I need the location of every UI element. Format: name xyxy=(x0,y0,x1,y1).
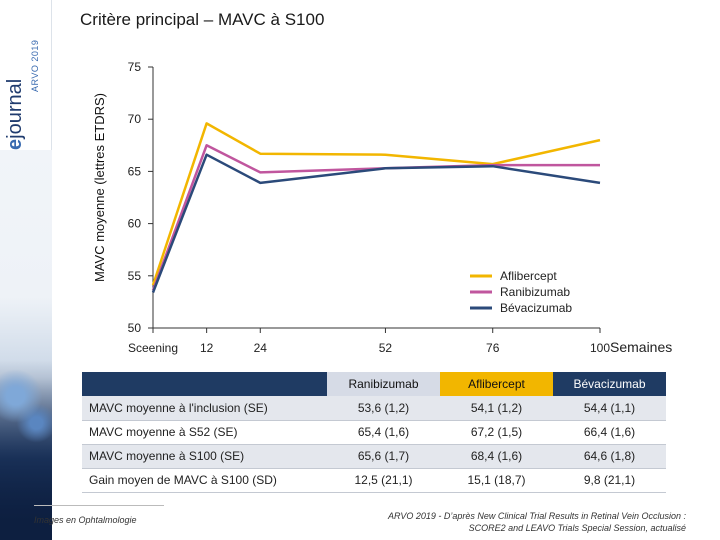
legend-label: Aflibercept xyxy=(500,269,557,283)
table-cell: 65,6 (1,7) xyxy=(327,444,440,469)
x-tick-label: 100 xyxy=(590,341,610,355)
table-cell: 64,6 (1,8) xyxy=(553,444,666,469)
table-cell: 54,1 (1,2) xyxy=(440,396,553,421)
footer-divider xyxy=(34,505,164,506)
y-tick-label: 55 xyxy=(128,269,142,283)
table-header-bevacizumab: Bévacizumab xyxy=(553,372,666,396)
results-table: Ranibizumab Aflibercept Bévacizumab MAVC… xyxy=(82,372,666,493)
table-cell: Gain moyen de MAVC à S100 (SD) xyxy=(82,468,327,493)
y-tick-label: 75 xyxy=(128,60,142,74)
y-tick-label: 70 xyxy=(128,112,142,126)
legend-label: Ranibizumab xyxy=(500,285,570,299)
table-cell: 68,4 (1,6) xyxy=(440,444,553,469)
table-row: MAVC moyenne à l'inclusion (SE) 53,6 (1,… xyxy=(82,396,666,421)
legend-label: Bévacizumab xyxy=(500,301,572,315)
table-cell: 12,5 (21,1) xyxy=(327,468,440,493)
table-cell: MAVC moyenne à S100 (SE) xyxy=(82,444,327,469)
x-axis-title: Semaines xyxy=(610,339,672,355)
footer-citation-line: ARVO 2019 - D’après New Clinical Trial R… xyxy=(388,511,686,521)
table-cell: MAVC moyenne à l'inclusion (SE) xyxy=(82,396,327,421)
x-tick-label: Sceening xyxy=(128,341,178,355)
brand-strip: ejournal ARVO 2019 xyxy=(0,0,52,540)
page-title: Critère principal – MAVC à S100 xyxy=(80,10,325,29)
footer-source: Images en Ophtalmologie xyxy=(34,515,137,525)
series-line-bvacizumab xyxy=(151,153,601,293)
audience-photo xyxy=(0,360,52,540)
table-header-cell xyxy=(82,372,327,396)
table-cell: 66,4 (1,6) xyxy=(553,420,666,445)
line-chart: 50 55 60 65 70 75 Sceening 12 24 52 76 100 Semaines M… xyxy=(92,60,672,355)
table-header-row: Ranibizumab Aflibercept Bévacizumab xyxy=(82,372,666,396)
x-tick-label: 76 xyxy=(486,341,500,355)
table-row: MAVC moyenne à S100 (SE) 65,6 (1,7) 68,4… xyxy=(82,444,666,469)
x-tick-label: 52 xyxy=(379,341,393,355)
table-cell: 54,4 (1,1) xyxy=(553,396,666,421)
table-cell: 9,8 (21,1) xyxy=(553,468,666,493)
x-tick-label: 24 xyxy=(254,341,268,355)
series-line-ranibizumab xyxy=(151,144,600,291)
table-row: MAVC moyenne à S52 (SE) 65,4 (1,6) 67,2 … xyxy=(82,420,666,445)
y-tick-label: 60 xyxy=(128,217,142,231)
y-tick-label: 50 xyxy=(128,321,142,335)
y-tick-label: 65 xyxy=(128,164,142,178)
series-line-aflibercept xyxy=(151,122,601,286)
footer-citation-line: SCORE2 and LEAVO Trials Special Session,… xyxy=(468,523,686,533)
table-row: Gain moyen de MAVC à S100 (SD) 12,5 (21,… xyxy=(82,468,666,493)
table-cell: MAVC moyenne à S52 (SE) xyxy=(82,420,327,445)
table-cell: 67,2 (1,5) xyxy=(440,420,553,445)
y-axis-title: MAVC moyenne (lettres ETDRS) xyxy=(92,93,107,282)
table-cell: 65,4 (1,6) xyxy=(327,420,440,445)
footer-citation: ARVO 2019 - D’après New Clinical Trial R… xyxy=(388,510,686,534)
table-header-aflibercept: Aflibercept xyxy=(440,372,553,396)
table-cell: 15,1 (18,7) xyxy=(440,468,553,493)
brand-panel xyxy=(0,0,52,150)
table-cell: 53,6 (1,2) xyxy=(327,396,440,421)
x-tick-label: 12 xyxy=(200,341,214,355)
table-header-ranibizumab: Ranibizumab xyxy=(327,372,440,396)
